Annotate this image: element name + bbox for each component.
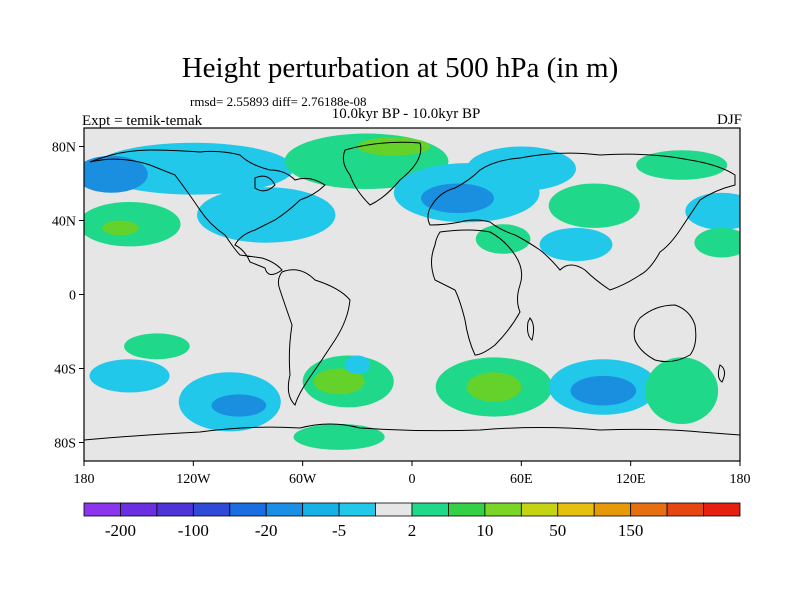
colorbar-label: -20 bbox=[255, 521, 278, 540]
contour-region-10 bbox=[548, 183, 640, 228]
contour-region-17 bbox=[89, 359, 170, 393]
colorbar-label: -100 bbox=[178, 521, 209, 540]
coast-madagascar bbox=[527, 317, 535, 341]
lon-tick-label: 180 bbox=[730, 472, 751, 487]
colorbar-swatch bbox=[557, 502, 595, 517]
colorbar-swatch bbox=[120, 502, 158, 517]
colorbar-label: 2 bbox=[408, 521, 417, 540]
contour-region-19 bbox=[211, 394, 267, 417]
colorbar-swatch bbox=[375, 502, 413, 517]
lat-tick-label: 80N bbox=[52, 141, 76, 156]
map-area bbox=[84, 128, 740, 461]
colorbar-swatch bbox=[411, 502, 449, 517]
contour-region-4 bbox=[196, 187, 336, 243]
colorbar-swatch bbox=[520, 502, 559, 517]
colorbar-swatch bbox=[666, 502, 704, 517]
contour-region-12 bbox=[685, 192, 740, 230]
experiment-label: Expt = temik-temak bbox=[82, 113, 203, 129]
colorbar-label: 150 bbox=[618, 521, 644, 540]
stats-label: rmsd= 2.55893 diff= 2.76188e-08 bbox=[190, 94, 367, 109]
lon-tick-label: 60E bbox=[510, 472, 533, 487]
contour-region-3 bbox=[102, 220, 139, 236]
contour-region-8 bbox=[466, 146, 576, 191]
lat-tick-label: 40S bbox=[54, 363, 76, 378]
colorbar-swatch bbox=[83, 502, 121, 517]
contour-region-14 bbox=[539, 227, 613, 262]
colorbar-label: 10 bbox=[476, 521, 493, 540]
colorbar-swatch bbox=[484, 502, 522, 517]
colorbar-swatch bbox=[302, 502, 340, 517]
colorbar-label: -200 bbox=[105, 521, 136, 540]
coast-north-america bbox=[89, 149, 326, 275]
coast-europe-asia bbox=[427, 152, 736, 291]
contour-region-13 bbox=[694, 227, 740, 258]
colorbar-swatch bbox=[156, 502, 194, 517]
colorbar-swatch bbox=[448, 502, 486, 517]
plot-title: Height perturbation at 500 hPa (in m) bbox=[181, 52, 619, 84]
latitude-axis: 80N 40N 0 40S 80S bbox=[52, 141, 84, 452]
plot-subtitle: 10.0kyr BP - 10.0kyr BP bbox=[331, 106, 481, 122]
contour-region-9 bbox=[421, 183, 494, 214]
coast-new-zealand bbox=[717, 364, 726, 383]
contour-region-6 bbox=[357, 137, 431, 156]
contour-region-22 bbox=[344, 355, 371, 375]
colorbar-swatch bbox=[192, 502, 231, 517]
contour-region-16 bbox=[124, 333, 190, 360]
lat-tick-label: 80S bbox=[54, 437, 76, 452]
colorbar-label: 50 bbox=[549, 521, 566, 540]
lon-tick-label: 60W bbox=[289, 472, 317, 487]
season-label: DJF bbox=[716, 112, 742, 128]
colorbar-swatch bbox=[338, 502, 376, 517]
colorbar-swatch bbox=[593, 502, 632, 517]
lat-tick-label: 40N bbox=[52, 215, 76, 230]
coastlines bbox=[84, 141, 740, 441]
colorbar-swatch bbox=[630, 502, 668, 517]
contour-region-11 bbox=[636, 150, 728, 180]
lon-tick-label: 120W bbox=[176, 472, 211, 487]
contour-region-28 bbox=[645, 357, 719, 425]
contour-region-25 bbox=[466, 372, 522, 402]
coast-greenland bbox=[342, 141, 422, 206]
coast-australia bbox=[633, 304, 697, 363]
coast-africa bbox=[431, 229, 523, 356]
colorbar: -200 -100 -20 -5 2 10 50 150 bbox=[83, 502, 741, 540]
lat-tick-label: 0 bbox=[69, 289, 76, 304]
colorbar-swatch bbox=[703, 502, 741, 517]
contour-region-1 bbox=[84, 155, 148, 193]
colorbar-label: -5 bbox=[332, 521, 346, 540]
colorbar-swatch bbox=[229, 502, 267, 517]
lon-tick-label: 180 bbox=[74, 472, 95, 487]
lon-tick-label: 0 bbox=[409, 472, 416, 487]
colorbar-swatch bbox=[265, 502, 304, 517]
lon-tick-label: 120E bbox=[616, 472, 646, 487]
contour-fills bbox=[84, 133, 740, 450]
longitude-axis: 180 120W 60W 0 60E 120E 180 bbox=[74, 461, 751, 487]
coast-hudson bbox=[254, 175, 276, 192]
contour-region-23 bbox=[293, 424, 385, 450]
contour-region-27 bbox=[570, 375, 637, 406]
coast-south-america bbox=[277, 269, 351, 406]
coast-antarctica bbox=[84, 423, 740, 441]
contour-region-21 bbox=[313, 368, 365, 395]
